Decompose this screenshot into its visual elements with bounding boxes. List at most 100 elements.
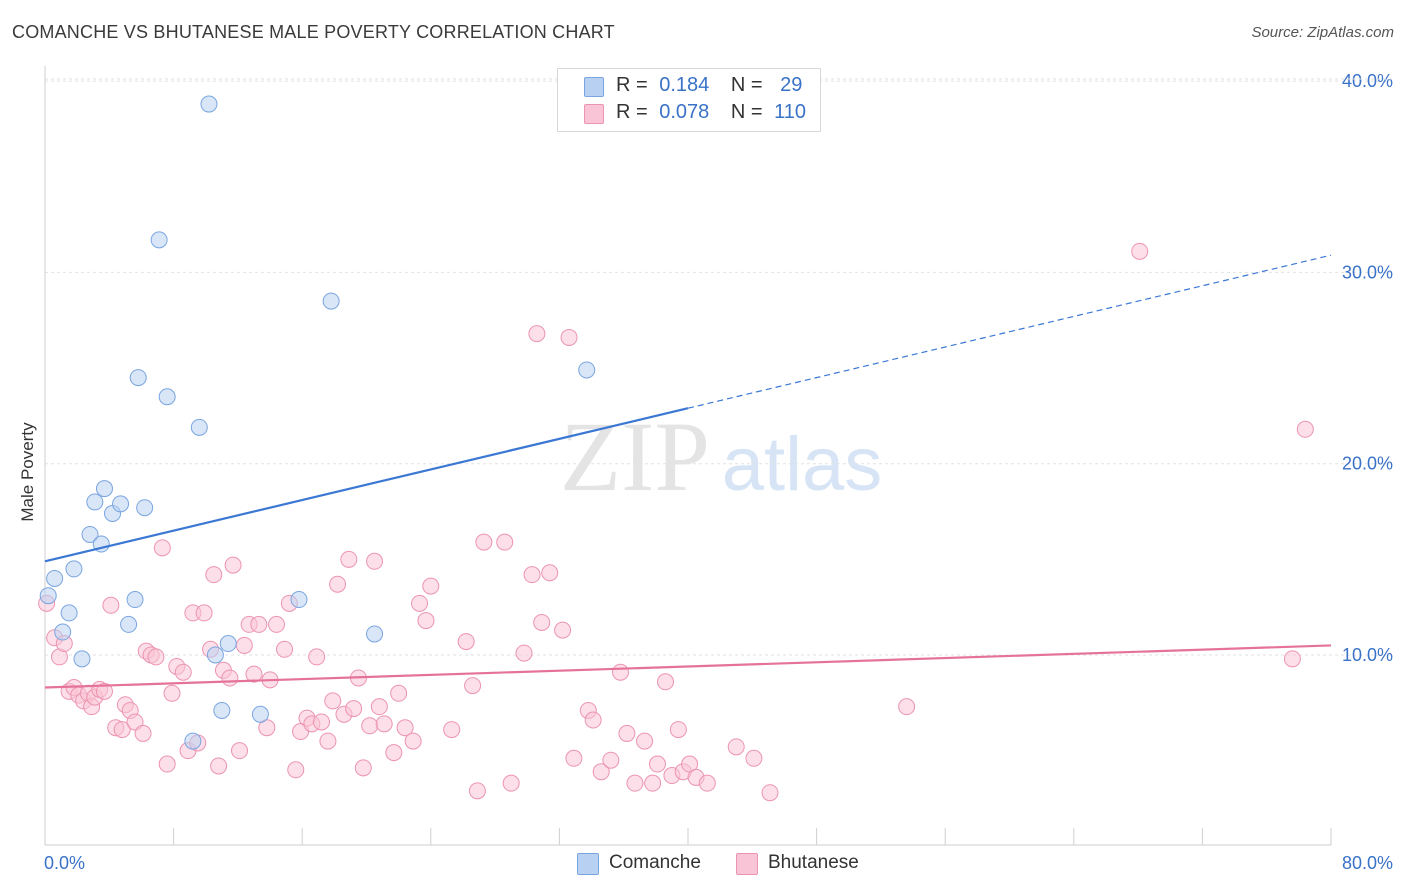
comanche-point: [65, 560, 83, 578]
bhutanese-point: [375, 715, 393, 733]
bhutanese-point: [319, 732, 337, 750]
comanche-point: [322, 292, 340, 310]
legend-n-value-bhutanese: 110: [774, 101, 807, 123]
bhutanese-point: [163, 684, 181, 702]
bhutanese-point: [626, 774, 644, 792]
bhutanese-trend-line: [44, 644, 1332, 689]
legend-n-value-comanche: 29: [780, 74, 803, 96]
bhutanese-point: [134, 724, 152, 742]
bhutanese-point: [618, 724, 636, 742]
y-tick-label: 30.0%: [1342, 262, 1393, 282]
bhutanese-point: [669, 721, 687, 739]
bhutanese-point: [329, 575, 347, 593]
comanche-point: [206, 646, 224, 664]
bhutanese-point: [153, 539, 171, 557]
bhutanese-point: [147, 648, 165, 666]
bhutanese-point: [224, 556, 242, 574]
bhutanese-point: [385, 744, 403, 762]
comanche-point: [120, 615, 138, 633]
bhutanese-point: [205, 566, 223, 584]
bhutanese-point: [592, 763, 610, 781]
bhutanese-point: [515, 644, 533, 662]
comanche-point: [200, 95, 218, 113]
bhutanese-point: [565, 749, 583, 767]
watermark-atlas: atlas: [722, 422, 883, 507]
bhutanese-point: [221, 669, 239, 687]
legend-n-label: N =: [730, 74, 763, 96]
comanche-point: [290, 591, 308, 609]
comanche-point: [213, 701, 231, 719]
comanche-point: [39, 587, 57, 605]
comanche-point: [112, 495, 130, 513]
bhutanese-point: [554, 621, 572, 639]
legend-n-label: N =: [730, 101, 763, 123]
bhutanese-point: [417, 612, 435, 630]
bhutanese-point: [533, 613, 551, 631]
bhutanese-point: [648, 755, 666, 773]
bhutanese-point: [745, 749, 763, 767]
bhutanese-point: [361, 717, 379, 735]
bhutanese-point: [231, 742, 249, 760]
comanche-swatch: [584, 77, 604, 97]
legend-r-label: R =: [616, 74, 648, 96]
comanche-trend-line: [44, 407, 689, 563]
bhutanese-point: [422, 577, 440, 595]
bhutanese-point: [366, 552, 384, 570]
bhutanese-point: [354, 759, 372, 777]
comanche-point: [54, 623, 72, 641]
x-tick-label-max: 80.0%: [1342, 853, 1393, 873]
comanche-point: [86, 493, 104, 511]
bhutanese-legend-swatch: [736, 853, 758, 875]
bhutanese-point: [528, 325, 546, 343]
bhutanese-point: [195, 604, 213, 622]
comanche-point: [46, 569, 64, 587]
bhutanese-point: [245, 665, 263, 683]
x-tick-label-min: 0.0%: [44, 853, 85, 873]
bhutanese-point: [541, 564, 559, 582]
bhutanese-point: [560, 328, 578, 346]
bhutanese-point: [611, 663, 629, 681]
bhutanese-point: [312, 713, 330, 731]
bhutanese-legend-label: Bhutanese: [768, 852, 859, 873]
bhutanese-point: [370, 698, 388, 716]
bhutanese-point: [523, 566, 541, 584]
comanche-point: [73, 650, 91, 668]
comanche-point: [150, 231, 168, 249]
bhutanese-point: [1296, 420, 1314, 438]
comanche-point: [219, 635, 237, 653]
bhutanese-point: [602, 751, 620, 769]
comanche-point: [251, 705, 269, 723]
bhutanese-point: [502, 774, 520, 792]
bhutanese-point: [698, 774, 716, 792]
legend-r-label: R =: [616, 101, 648, 123]
bhutanese-point: [174, 663, 192, 681]
comanche-trend-extension: [687, 254, 1332, 409]
bhutanese-point: [636, 732, 654, 750]
bhutanese-point: [276, 640, 294, 658]
comanche-point: [129, 369, 147, 387]
comanche-point: [184, 732, 202, 750]
bhutanese-point: [113, 721, 131, 739]
bhutanese-point: [656, 673, 674, 691]
bhutanese-point: [411, 594, 429, 612]
bhutanese-point: [457, 633, 475, 651]
comanche-point: [578, 361, 596, 379]
comanche-legend-label: Comanche: [609, 852, 701, 873]
bhutanese-point: [340, 550, 358, 568]
y-tick-label: 20.0%: [1342, 454, 1393, 474]
comanche-point: [366, 625, 384, 643]
bhutanese-point: [102, 596, 120, 614]
bhutanese-point: [464, 677, 482, 695]
bhutanese-point: [644, 774, 662, 792]
bhutanese-point: [210, 757, 228, 775]
bhutanese-point: [345, 700, 363, 718]
bhutanese-point: [1283, 650, 1301, 668]
watermark-zip: ZIP: [560, 401, 710, 512]
bhutanese-point: [324, 692, 342, 710]
comanche-legend-swatch: [577, 853, 599, 875]
comanche-point: [60, 604, 78, 622]
bhutanese-point: [287, 761, 305, 779]
bhutanese-point: [727, 738, 745, 756]
comanche-point: [95, 480, 113, 498]
